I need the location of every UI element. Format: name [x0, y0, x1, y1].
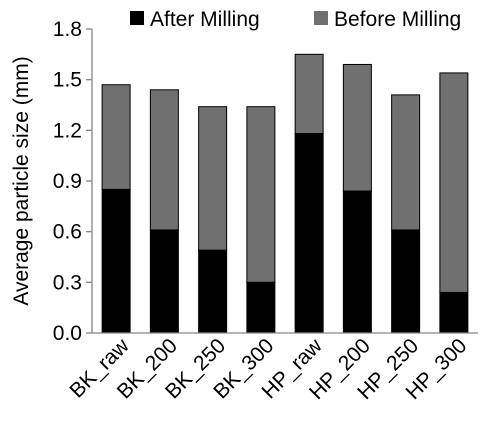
bar-after-milling-hp-250 — [391, 229, 421, 334]
legend-swatch-before-milling — [314, 11, 328, 25]
bar-after-milling-hp-raw — [294, 133, 324, 334]
legend-swatch-after-milling — [130, 11, 144, 25]
x-axis: BK_rawBK_200BK_250BK_300HP_rawHP_200HP_2… — [65, 332, 478, 404]
bar-before-milling-bk-250 — [198, 106, 228, 251]
y-axis-label: Average particle size (mm) — [10, 56, 33, 305]
y-tick-label: 0.3 — [53, 271, 82, 294]
legend-label-before-milling: Before Milling — [334, 8, 461, 31]
bar-before-milling-bk-200 — [149, 89, 179, 231]
y-tick-label: 0.6 — [53, 221, 82, 244]
bar-after-milling-bk-200 — [149, 229, 179, 334]
bar-before-milling-bk-300 — [246, 106, 276, 283]
bar-after-milling-hp-200 — [342, 190, 372, 334]
bar-after-milling-bk-raw — [101, 188, 131, 334]
bar-after-milling-bk-250 — [198, 249, 228, 334]
bar-before-milling-hp-raw — [294, 53, 324, 135]
y-tick-label: 1.2 — [53, 119, 82, 142]
bar-before-milling-hp-250 — [391, 94, 421, 231]
legend-label-after-milling: After Milling — [150, 8, 260, 31]
bars — [101, 53, 469, 334]
y-tick-label: 0.9 — [53, 170, 82, 193]
y-tick-label: 1.8 — [53, 18, 82, 41]
bar-after-milling-bk-300 — [246, 281, 276, 334]
bar-before-milling-hp-200 — [342, 63, 372, 192]
y-tick-label: 1.5 — [53, 69, 82, 92]
legend: After Milling Before Milling — [130, 8, 461, 31]
bar-before-milling-bk-raw — [101, 84, 131, 190]
y-axis: 0.0 0.3 0.6 0.9 1.2 1.5 1.8 — [53, 18, 93, 345]
bar-after-milling-hp-300 — [439, 291, 469, 334]
y-tick-label: 0.0 — [53, 322, 82, 345]
bar-before-milling-hp-300 — [439, 72, 469, 293]
